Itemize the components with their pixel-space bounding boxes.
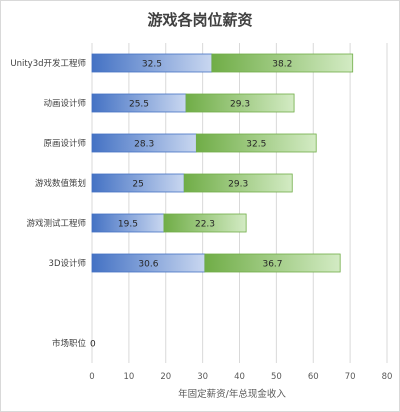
category-label: Unity3d开发工程师 (10, 58, 86, 69)
bar-segment (163, 213, 247, 233)
x-tick-label: 10 (123, 372, 134, 382)
bar-segment (183, 173, 293, 193)
bar-segment (195, 133, 317, 153)
category-label: 原画设计师 (43, 138, 86, 149)
data-label: 28.3 (134, 140, 154, 150)
data-label: 36.7 (262, 260, 282, 270)
x-axis-title: 年固定薪资/年总现金收入 (178, 388, 286, 400)
data-label: 25.5 (129, 100, 149, 110)
data-labels: 32.5 38.2 25.5 29.3 28.3 32.5 25 29.3 19.5 22.3 30… (90, 60, 292, 350)
category-label: 游戏数值策划 (35, 178, 86, 189)
data-label: 29.3 (230, 100, 250, 110)
x-tick-label: 30 (197, 372, 208, 382)
gridlines (91, 43, 388, 363)
data-label: 25 (132, 180, 143, 190)
chart-title: 游戏各岗位薪资 (147, 11, 252, 29)
x-tick-label: 80 (382, 372, 393, 382)
data-label: 19.5 (118, 220, 138, 230)
x-tick-label: 20 (160, 372, 171, 382)
data-label: 38.2 (272, 60, 292, 70)
value-axis: 0 10 20 30 40 50 60 70 80 (89, 372, 392, 382)
category-label: 3D设计师 (49, 258, 87, 269)
bar-segment (211, 53, 354, 73)
data-label: 32.5 (142, 60, 162, 70)
category-label: 动画设计师 (43, 98, 86, 109)
data-label: 30.6 (138, 260, 158, 270)
x-tick-label: 50 (271, 372, 282, 382)
data-label: 29.3 (228, 180, 248, 190)
data-label: 22.3 (195, 220, 215, 230)
data-label: 0 (90, 340, 96, 350)
category-label: 游戏测试工程师 (26, 218, 86, 229)
bar-series (91, 53, 354, 273)
x-tick-label: 0 (89, 372, 94, 382)
category-label: 市场职位 (52, 338, 87, 349)
x-tick-label: 70 (345, 372, 356, 382)
x-tick-label: 60 (308, 372, 319, 382)
bar-segment (204, 253, 341, 273)
x-tick-label: 40 (234, 372, 245, 382)
bar-segment (185, 93, 295, 113)
data-label: 32.5 (246, 140, 266, 150)
